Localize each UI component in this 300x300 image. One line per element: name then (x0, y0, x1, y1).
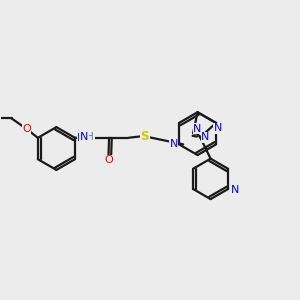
Text: N: N (201, 132, 210, 142)
Text: N: N (230, 185, 239, 196)
Text: S: S (140, 130, 149, 143)
Text: N: N (193, 124, 202, 134)
Text: O: O (22, 124, 31, 134)
Text: N: N (80, 132, 88, 142)
Text: N: N (77, 134, 86, 143)
Text: H: H (86, 132, 94, 142)
Text: N: N (169, 140, 178, 149)
Text: N: N (213, 123, 222, 133)
Text: O: O (104, 155, 113, 165)
Text: H: H (86, 134, 94, 143)
